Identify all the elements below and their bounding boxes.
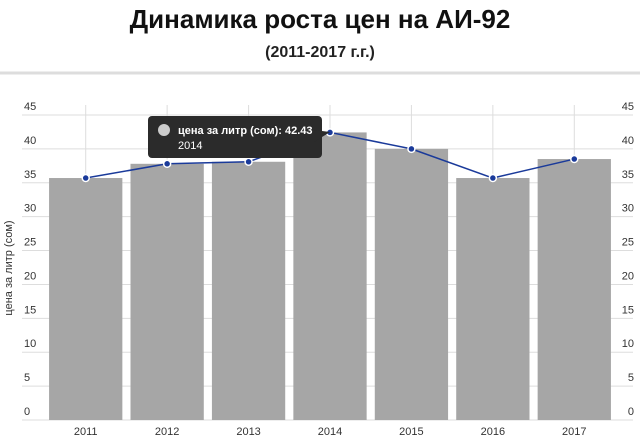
y-tick-label: 30 xyxy=(24,203,36,215)
y-tick-label: 5 xyxy=(24,372,30,384)
y-tick-label: 0 xyxy=(24,406,30,418)
y2-tick-label: 35 xyxy=(622,169,634,181)
x-tick-label: 2014 xyxy=(318,426,342,438)
bar xyxy=(537,159,611,421)
bar xyxy=(456,178,530,420)
y2-tick-label: 15 xyxy=(622,304,634,316)
tooltip-subtext: 2014 xyxy=(178,140,202,152)
tooltip-pointer xyxy=(314,130,330,142)
y-tick-label: 20 xyxy=(24,270,36,282)
tooltip-box xyxy=(148,116,322,158)
y-tick-label: 40 xyxy=(24,135,36,147)
bar xyxy=(130,163,204,421)
y2-tick-label: 45 xyxy=(622,101,634,113)
tooltip-text: цена за литр (сом): 42.43 xyxy=(178,125,313,137)
x-tick-label: 2012 xyxy=(155,426,179,438)
chart-subtitle: (2011-2017 г.г.) xyxy=(265,44,375,61)
x-tick-label: 2015 xyxy=(399,426,423,438)
x-tick-label: 2017 xyxy=(562,426,586,438)
y-tick-label: 35 xyxy=(24,169,36,181)
point xyxy=(570,154,579,164)
y2-tick-label: 5 xyxy=(628,372,634,384)
point xyxy=(488,173,498,183)
bar xyxy=(211,161,286,420)
x-tick-label: 2013 xyxy=(236,426,260,438)
bar xyxy=(293,132,367,420)
y-tick-label: 15 xyxy=(24,304,36,316)
y2-tick-label: 40 xyxy=(622,135,634,147)
y-tick-label: 45 xyxy=(24,101,36,113)
y2-tick-label: 30 xyxy=(622,203,634,215)
point xyxy=(407,144,416,154)
tooltip: цена за литр (сом): 42.43 2014 xyxy=(148,116,330,158)
bar xyxy=(374,148,449,420)
chart-title: Динамика роста цен на АИ-92 xyxy=(130,4,511,34)
tooltip-swatch xyxy=(158,124,170,136)
point xyxy=(162,159,172,169)
y2-tick-label: 0 xyxy=(628,406,634,418)
y-tick-label: 10 xyxy=(24,338,36,350)
x-tick-label: 2016 xyxy=(481,426,505,438)
y2-tick-label: 10 xyxy=(622,338,634,350)
y2-tick-label: 20 xyxy=(622,270,634,282)
x-tick-label: 2011 xyxy=(74,426,98,438)
point xyxy=(244,157,253,167)
y-tick-label: 25 xyxy=(24,237,36,249)
y-axis-label: цена за литр (сом) xyxy=(3,220,15,315)
bar xyxy=(49,178,123,420)
point xyxy=(81,173,90,183)
y2-tick-label: 25 xyxy=(622,237,634,249)
